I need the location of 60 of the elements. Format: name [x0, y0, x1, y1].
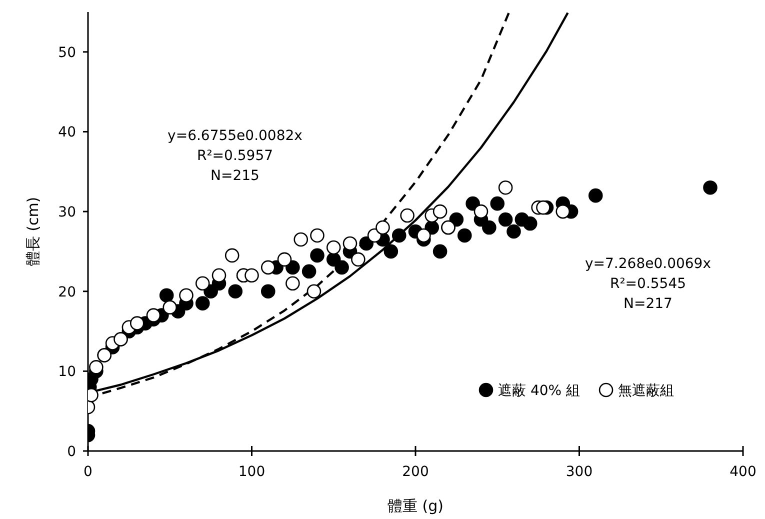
- annotation: R²=0.5957: [196, 148, 274, 164]
- point: [482, 220, 496, 235]
- annotation: y=7.268e0.0069x: [585, 256, 711, 272]
- point: [302, 264, 316, 279]
- y-tick-label: 20: [58, 284, 76, 300]
- y-tick-label: 0: [67, 444, 76, 460]
- point: [384, 244, 398, 259]
- point: [286, 260, 300, 275]
- point: [432, 244, 448, 259]
- point: [376, 220, 390, 235]
- y-tick-label: 50: [58, 44, 76, 61]
- point: [474, 204, 488, 219]
- legend-label: 無遮蔽組: [618, 383, 674, 399]
- point: [416, 228, 431, 243]
- point: [522, 216, 538, 231]
- legend-label: 遮蔽 40% 組: [498, 383, 580, 399]
- x-tick-label: 100: [238, 464, 266, 480]
- annotation: y=6.6755e0.0082x: [168, 128, 302, 144]
- point: [212, 268, 226, 283]
- point: [179, 288, 194, 303]
- x-axis-title: 體重 (g): [388, 497, 444, 515]
- point: [195, 296, 210, 310]
- annotation: R²=0.5545: [610, 276, 686, 292]
- point: [342, 236, 358, 251]
- point: [449, 212, 464, 227]
- point: [536, 200, 550, 215]
- point: [367, 228, 382, 243]
- x-tick-label: 200: [402, 464, 429, 480]
- point: [224, 248, 240, 263]
- y-tick-label: 30: [58, 204, 76, 221]
- point: [146, 308, 161, 322]
- point: [490, 196, 505, 211]
- annotation: N=215: [210, 168, 260, 184]
- point: [159, 288, 174, 303]
- x-tick-label: 400: [730, 464, 756, 480]
- point: [392, 228, 406, 243]
- point: [432, 204, 448, 219]
- x-tick-label: 300: [566, 464, 593, 480]
- x-tick-label: 0: [84, 464, 92, 480]
- point: [457, 228, 472, 243]
- point: [359, 236, 374, 251]
- point: [310, 248, 324, 263]
- point: [334, 260, 349, 275]
- point: [260, 284, 276, 299]
- y-axis-title: 體長 (cm): [24, 196, 42, 266]
- point: [556, 204, 570, 219]
- point: [89, 360, 104, 374]
- point: [244, 268, 259, 283]
- point: [466, 196, 480, 211]
- point: [703, 180, 718, 195]
- point: [130, 316, 144, 330]
- point: [588, 188, 603, 203]
- point: [506, 224, 521, 239]
- point: [306, 284, 322, 299]
- y-tick-label: 40: [58, 124, 76, 141]
- point: [228, 284, 243, 299]
- y-tick-label: 10: [58, 364, 76, 380]
- annotation: N=217: [624, 296, 672, 312]
- point: [260, 260, 276, 275]
- point: [498, 212, 513, 227]
